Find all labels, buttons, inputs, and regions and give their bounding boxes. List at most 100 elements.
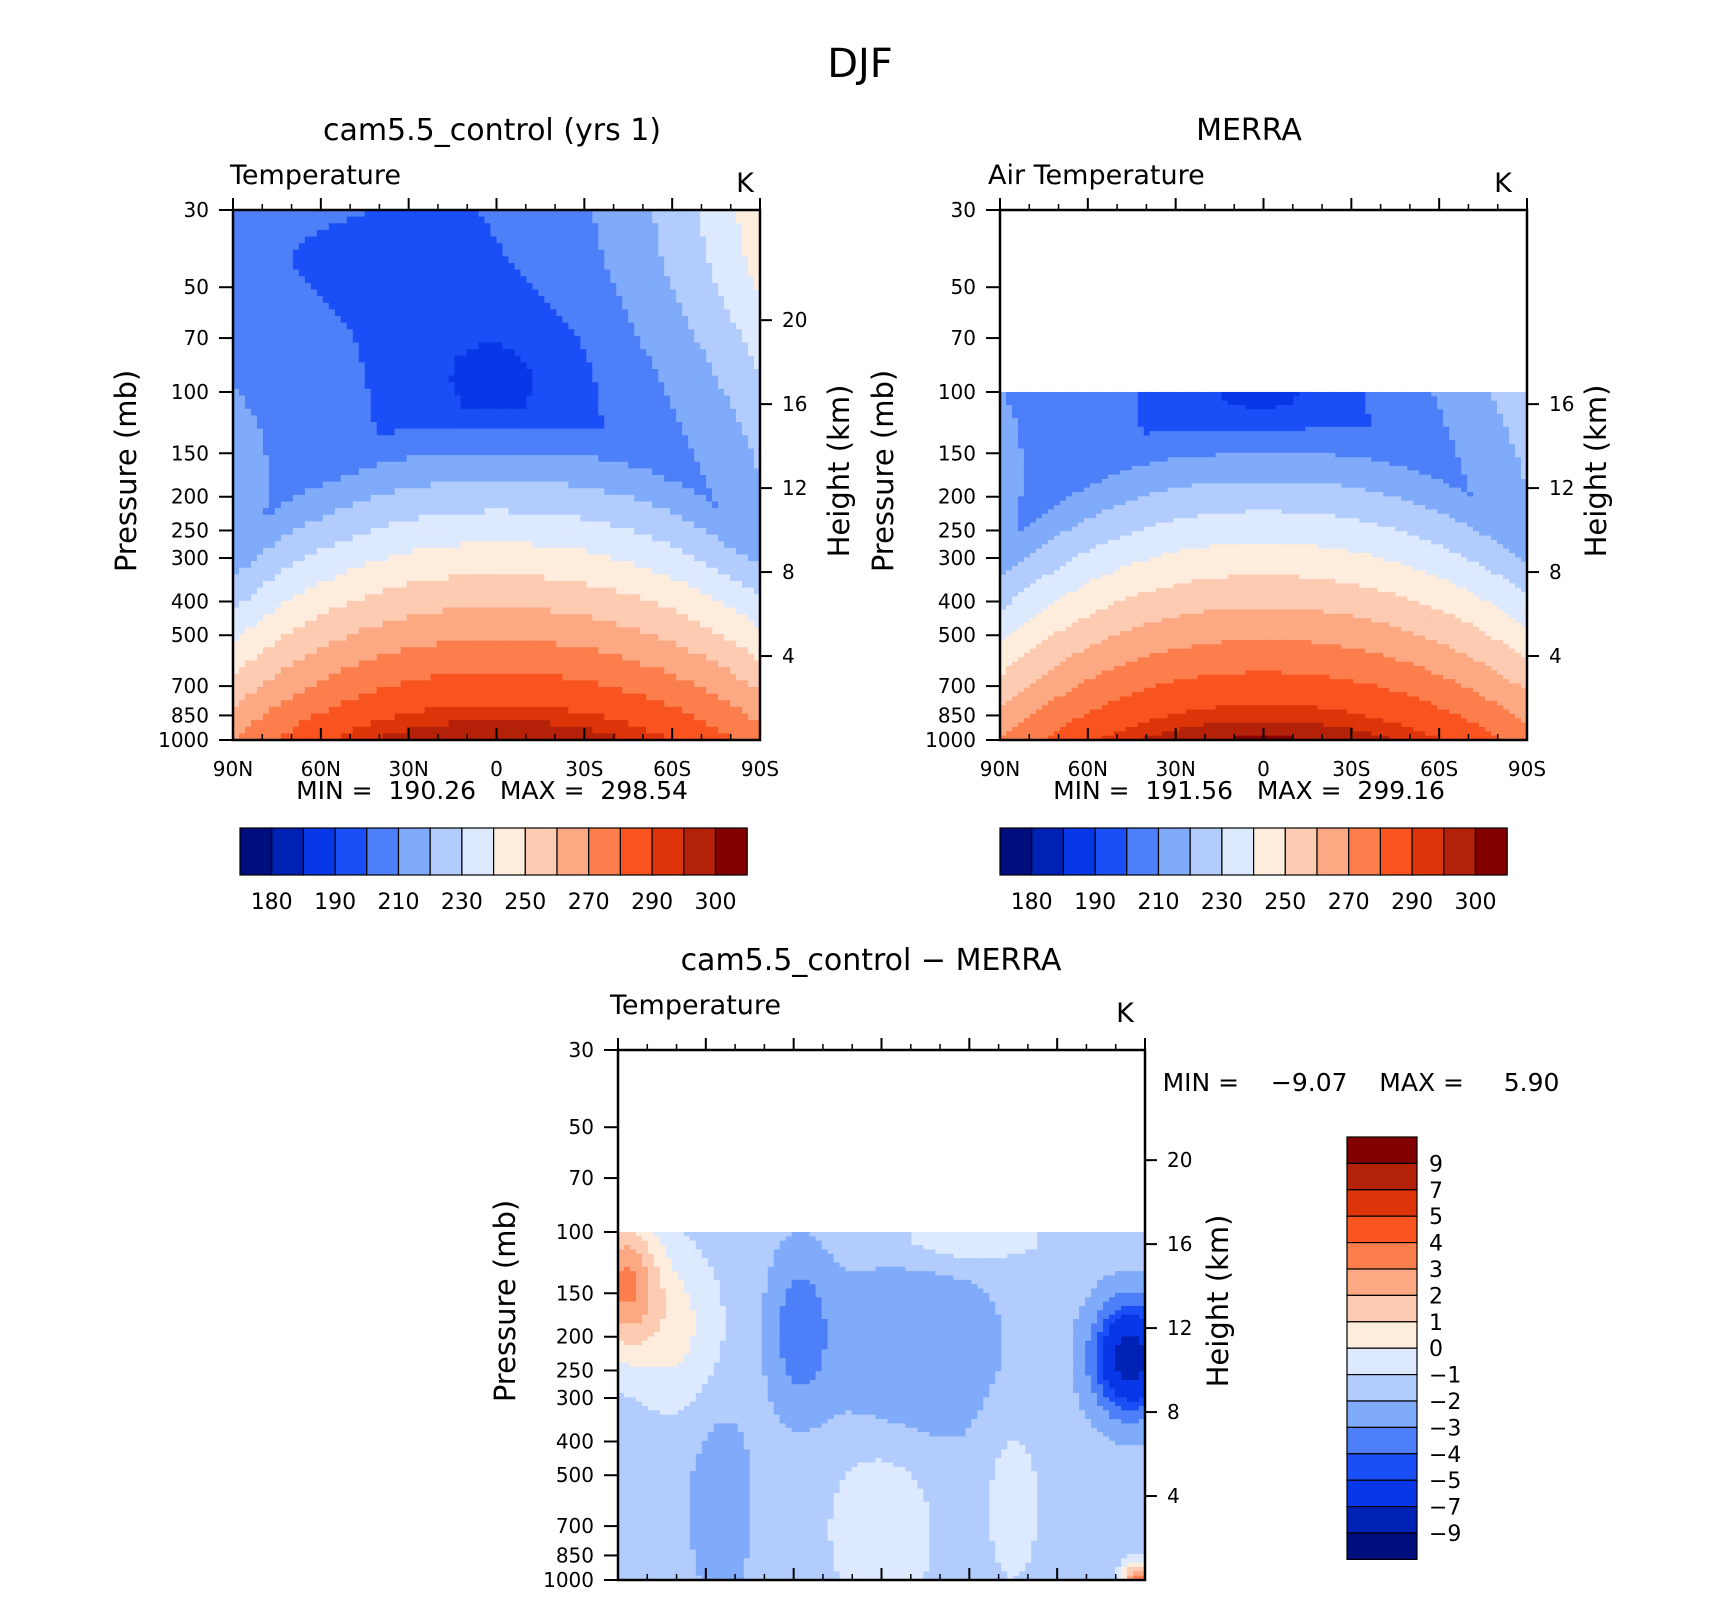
field-cell xyxy=(352,733,360,741)
field-cell xyxy=(346,508,354,516)
field-cell xyxy=(376,574,384,582)
field-cell xyxy=(514,481,522,489)
field-cell xyxy=(370,441,378,450)
field-cell xyxy=(292,693,300,701)
field-cell xyxy=(340,210,348,218)
field-cell xyxy=(556,640,563,648)
field-cell xyxy=(526,441,534,450)
field-cell xyxy=(568,494,575,503)
field-cell xyxy=(262,210,270,218)
field-cell xyxy=(544,309,551,317)
field-cell xyxy=(592,653,599,662)
field-cell xyxy=(364,276,372,284)
field-cell xyxy=(598,574,605,582)
field-cell xyxy=(328,256,336,264)
field-cell xyxy=(598,415,605,423)
field-cell xyxy=(448,243,456,251)
field-cell xyxy=(556,455,563,463)
field-cell xyxy=(370,349,378,357)
field-cell xyxy=(412,362,420,370)
field-cell xyxy=(352,614,360,622)
field-cell xyxy=(538,481,546,489)
field-cell xyxy=(424,382,432,390)
field-cell xyxy=(274,521,282,529)
field-cell xyxy=(514,276,522,284)
field-cell xyxy=(364,335,372,344)
field-cell xyxy=(526,422,534,430)
field-cell xyxy=(550,375,557,383)
field-cell xyxy=(550,607,557,615)
field-cell xyxy=(352,388,360,397)
field-cell xyxy=(484,561,492,569)
field-cell xyxy=(604,210,611,218)
field-cell xyxy=(310,269,318,277)
field-cell xyxy=(292,223,300,231)
field-cell xyxy=(394,455,402,463)
field-cell xyxy=(448,494,456,503)
field-cell xyxy=(592,541,599,549)
field-cell xyxy=(508,581,516,589)
field-cell xyxy=(430,282,438,291)
field-cell xyxy=(574,229,581,238)
field-cell xyxy=(406,388,414,397)
field-cell xyxy=(574,216,581,224)
field-cell xyxy=(544,402,551,410)
field-cell xyxy=(454,713,462,721)
field-cell xyxy=(370,587,378,595)
field-cell xyxy=(568,720,575,728)
field-cell xyxy=(274,223,282,231)
field-cell xyxy=(346,256,354,264)
field-cell xyxy=(514,388,522,397)
field-cell xyxy=(274,706,282,715)
field-cell xyxy=(340,349,348,357)
field-cell xyxy=(328,534,336,542)
field-cell xyxy=(448,428,456,436)
field-cell xyxy=(568,501,575,509)
field-cell xyxy=(370,316,378,324)
field-cell xyxy=(286,210,294,218)
field-cell xyxy=(394,441,402,450)
field-cell xyxy=(316,468,324,476)
field-cell xyxy=(382,216,390,224)
field-cell xyxy=(436,276,444,284)
field-cell xyxy=(556,647,563,655)
field-cell xyxy=(376,428,384,436)
field-cell xyxy=(580,296,587,304)
field-cell xyxy=(484,587,492,595)
field-cell xyxy=(562,700,569,708)
field-cell xyxy=(538,289,546,297)
field-cell xyxy=(508,355,516,363)
field-cell xyxy=(538,647,546,655)
field-cell xyxy=(268,395,276,403)
field-cell xyxy=(580,302,587,310)
field-cell xyxy=(508,468,516,476)
field-cell xyxy=(550,322,557,330)
field-cell xyxy=(238,435,246,443)
field-cell xyxy=(478,395,486,403)
field-cell xyxy=(586,289,593,297)
field-cell xyxy=(430,382,438,390)
field-cell xyxy=(400,720,408,728)
field-cell xyxy=(316,296,324,304)
field-cell xyxy=(316,422,324,430)
field-cell xyxy=(484,263,492,271)
field-cell xyxy=(442,713,450,721)
field-cell xyxy=(304,355,312,363)
field-cell xyxy=(490,355,498,363)
field-cell xyxy=(376,706,384,715)
field-cell xyxy=(430,514,438,522)
field-cell xyxy=(370,720,378,728)
field-cell xyxy=(466,309,474,317)
field-cell xyxy=(233,236,240,244)
field-cell xyxy=(418,581,426,589)
field-cell xyxy=(304,322,312,330)
field-cell xyxy=(364,627,372,635)
field-cell xyxy=(250,488,258,496)
field-cell xyxy=(244,514,252,522)
field-cell xyxy=(574,448,581,456)
field-cell xyxy=(514,561,522,569)
field-cell xyxy=(262,435,270,443)
field-cell xyxy=(532,488,540,496)
field-cell xyxy=(310,640,318,648)
field-cell xyxy=(574,700,581,708)
